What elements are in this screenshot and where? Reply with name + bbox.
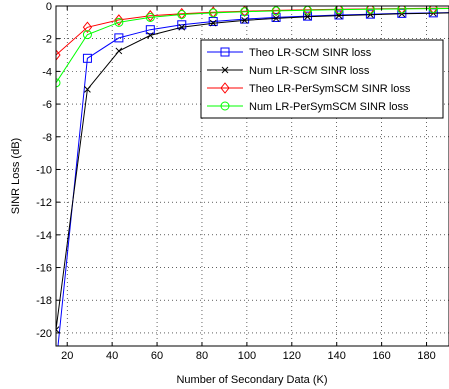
circle-marker bbox=[365, 6, 375, 14]
x-marker bbox=[178, 23, 186, 31]
diamond-marker bbox=[428, 6, 438, 15]
y-tick-label: -14 bbox=[36, 230, 52, 242]
series-line bbox=[56, 7, 449, 84]
square-marker bbox=[82, 53, 92, 63]
circle-marker bbox=[82, 30, 92, 40]
x-marker bbox=[84, 86, 91, 93]
legend: Theo LR-SCM SINR loss Num LR-SCM SINR los… bbox=[200, 39, 444, 119]
legend-entry: Theo LR-SCM SINR loss bbox=[207, 47, 372, 59]
diamond-marker bbox=[114, 14, 124, 26]
y-tick-label: -6 bbox=[42, 99, 52, 111]
x-marker-stroke bbox=[241, 17, 248, 24]
x-tick-label: 60 bbox=[151, 350, 163, 362]
plot-frame bbox=[55, 5, 449, 347]
x-marker-stroke bbox=[209, 19, 217, 27]
y-axis-label: SINR Loss (dB) bbox=[10, 138, 22, 214]
x-marker-stroke bbox=[272, 15, 280, 22]
y-tick-label: -18 bbox=[36, 295, 52, 307]
axis-ticks: 20 40 60 80 100 120 140 160 180 0 -2 -4 -6 -8 -10 -12 -1… bbox=[36, 1, 436, 362]
x-tick-label: 100 bbox=[238, 350, 256, 362]
x-tick-label: 20 bbox=[61, 350, 73, 362]
diamond-marker bbox=[271, 6, 281, 17]
circle-marker bbox=[271, 6, 281, 16]
x-marker bbox=[304, 13, 311, 21]
data-series bbox=[52, 6, 449, 370]
x-marker-stroke bbox=[178, 23, 186, 31]
x-marker-stroke bbox=[146, 32, 154, 39]
legend-label: Num LR-SCM SINR loss bbox=[249, 65, 370, 77]
x-tick-label: 180 bbox=[417, 350, 435, 362]
x-marker-stroke bbox=[304, 13, 311, 21]
legend-entry: Num LR-PerSymSCM SINR loss bbox=[207, 101, 409, 113]
diamond-marker bbox=[365, 6, 376, 15]
x-marker bbox=[221, 66, 229, 74]
circle-marker bbox=[397, 6, 407, 14]
y-tick-label: -12 bbox=[36, 197, 52, 209]
legend-label: Num LR-PerSymSCM SINR loss bbox=[249, 101, 409, 113]
x-marker bbox=[56, 326, 60, 334]
x-tick-label: 40 bbox=[106, 350, 118, 362]
x-marker bbox=[115, 47, 123, 55]
diamond-marker bbox=[397, 6, 407, 15]
square-marker bbox=[145, 25, 155, 35]
x-marker bbox=[209, 19, 217, 27]
y-tick-label: 0 bbox=[46, 1, 52, 13]
legend-entry: Theo LR-PerSymSCM SINR loss bbox=[207, 82, 411, 95]
diamond-marker bbox=[82, 21, 93, 34]
diamond-marker bbox=[302, 6, 313, 16]
x-tick-label: 80 bbox=[196, 350, 208, 362]
square-marker bbox=[114, 33, 124, 43]
circle-marker bbox=[240, 7, 250, 17]
circle-marker bbox=[177, 10, 187, 19]
legend-entry: Num LR-SCM SINR loss bbox=[207, 65, 370, 77]
circle-marker bbox=[334, 6, 344, 15]
y-tick-label: -10 bbox=[36, 164, 52, 176]
square-marker bbox=[220, 47, 230, 57]
x-marker bbox=[146, 32, 154, 39]
circle-marker bbox=[208, 8, 218, 18]
series-4 bbox=[56, 6, 449, 88]
circle-marker bbox=[114, 17, 124, 27]
x-marker-stroke bbox=[221, 66, 229, 74]
x-marker-stroke bbox=[84, 86, 91, 93]
legend-label: Theo LR-SCM SINR loss bbox=[249, 47, 372, 59]
x-tick-label: 120 bbox=[283, 350, 301, 362]
series-line bbox=[56, 12, 449, 330]
circle-marker bbox=[145, 12, 155, 22]
square-marker bbox=[177, 20, 187, 30]
x-axis-label: Number of Secondary Data (K) bbox=[176, 374, 327, 386]
square-marker bbox=[240, 14, 250, 24]
x-marker-stroke bbox=[56, 326, 60, 331]
x-marker-stroke bbox=[335, 12, 343, 19]
legend-label: Theo LR-PerSymSCM SINR loss bbox=[249, 83, 411, 95]
circle-marker bbox=[428, 6, 438, 14]
circle-marker bbox=[220, 101, 230, 111]
square-marker bbox=[303, 11, 313, 21]
y-tick-label: -2 bbox=[42, 34, 52, 46]
y-tick-label: -16 bbox=[36, 263, 52, 275]
x-marker bbox=[272, 15, 280, 22]
legend-box bbox=[200, 39, 444, 119]
y-tick-label: -4 bbox=[42, 66, 52, 78]
circle-marker bbox=[56, 78, 61, 88]
x-marker-stroke bbox=[115, 47, 123, 55]
x-marker-stroke bbox=[56, 328, 60, 334]
x-tick-label: 160 bbox=[372, 350, 390, 362]
diamond-marker bbox=[56, 49, 61, 61]
x-marker bbox=[241, 17, 248, 24]
square-marker bbox=[52, 362, 60, 370]
x-marker bbox=[335, 12, 343, 19]
y-tick-label: -8 bbox=[42, 132, 52, 144]
x-tick-label: 140 bbox=[328, 350, 346, 362]
square-marker bbox=[271, 12, 281, 22]
y-tick-label: -20 bbox=[36, 328, 52, 340]
diamond-marker bbox=[220, 82, 230, 94]
